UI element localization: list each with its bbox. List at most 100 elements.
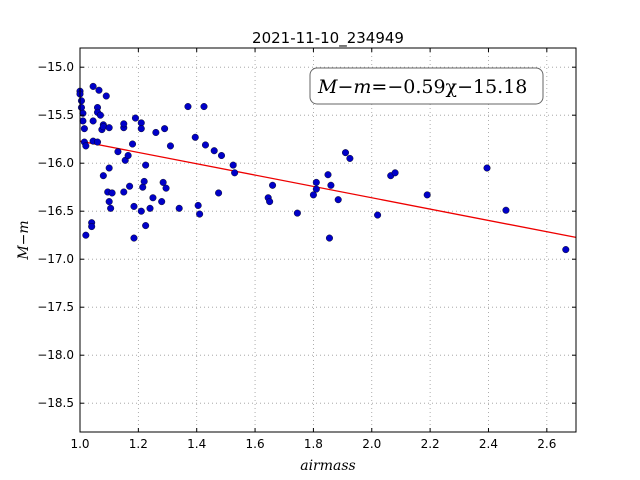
- data-point: [201, 141, 209, 149]
- data-point: [423, 191, 431, 199]
- data-point: [99, 172, 107, 180]
- data-point: [126, 182, 134, 190]
- data-point: [374, 211, 382, 219]
- x-tick-label: 2.6: [537, 437, 556, 451]
- data-point: [89, 82, 97, 90]
- data-point: [105, 198, 113, 206]
- data-point: [215, 189, 223, 197]
- data-point: [159, 178, 167, 186]
- data-point: [342, 149, 350, 157]
- y-tick-label: −17.0: [37, 252, 74, 266]
- fit-equation-annotation: M−m=−0.59χ−15.18: [309, 67, 544, 105]
- data-point: [105, 124, 113, 132]
- data-point: [231, 169, 239, 177]
- x-tick-label: 1.0: [70, 437, 89, 451]
- data-point: [200, 103, 208, 111]
- annotation-rhs: =−0.59χ−15.18: [371, 76, 527, 98]
- data-point: [137, 125, 145, 133]
- data-point: [80, 125, 88, 133]
- data-point: [120, 120, 128, 128]
- x-tick-label: 2.2: [421, 437, 440, 451]
- data-point: [79, 117, 87, 125]
- data-point: [114, 148, 122, 156]
- data-point: [94, 138, 102, 146]
- data-point: [146, 204, 154, 212]
- data-point: [142, 161, 150, 169]
- data-point: [82, 231, 90, 239]
- data-point: [162, 184, 170, 192]
- x-tick-label: 1.8: [304, 437, 323, 451]
- data-point: [108, 189, 116, 197]
- data-point: [194, 201, 202, 209]
- annotation-box: [309, 67, 544, 105]
- x-tick-label: 1.6: [246, 437, 265, 451]
- x-axis-label: airmass: [300, 458, 356, 474]
- data-point: [96, 111, 104, 119]
- data-point: [562, 246, 570, 254]
- chart-title: 2021-11-10_234949: [252, 29, 404, 48]
- data-point: [124, 152, 132, 160]
- y-tick-label: −18.5: [37, 396, 74, 410]
- data-point: [327, 181, 335, 189]
- x-tick-label: 1.4: [187, 437, 206, 451]
- data-point: [166, 142, 174, 150]
- data-point: [99, 123, 107, 131]
- data-point: [130, 234, 138, 242]
- fit-line: [79, 140, 577, 239]
- svg-text:M−m=−0.59χ−15.18: M−m=−0.59χ−15.18: [317, 76, 527, 98]
- y-tick-label: −16.5: [37, 204, 74, 218]
- data-point: [158, 198, 166, 206]
- data-point: [95, 86, 103, 94]
- data-point: [391, 169, 399, 177]
- data-point: [325, 234, 333, 242]
- x-tick-label: 2.4: [479, 437, 498, 451]
- data-point: [107, 204, 115, 212]
- data-point: [312, 178, 320, 186]
- y-axis-label: M−m: [16, 220, 32, 260]
- data-point: [131, 114, 139, 122]
- y-tick-label: −17.5: [37, 300, 74, 314]
- x-tick-label: 1.2: [129, 437, 148, 451]
- data-point: [89, 117, 97, 125]
- y-axis: −15.0 −15.5 −16.0 −16.5 −17.0 −17.5 −18.0 −18.5: [37, 60, 576, 410]
- x-tick-label: 2.0: [362, 437, 381, 451]
- data-point: [102, 92, 110, 100]
- data-point: [130, 202, 138, 210]
- data-points: [76, 82, 570, 254]
- fit-line-group: [79, 140, 577, 239]
- data-point: [137, 207, 145, 215]
- data-point: [175, 204, 183, 212]
- plot-frame: [79, 47, 577, 433]
- data-point: [191, 133, 199, 141]
- y-tick-label: −16.0: [37, 156, 74, 170]
- data-point: [210, 147, 218, 155]
- y-tick-label: −18.0: [37, 348, 74, 362]
- data-point: [269, 181, 277, 189]
- data-point: [152, 128, 160, 136]
- data-point: [129, 140, 137, 148]
- data-point: [334, 196, 342, 204]
- data-point: [161, 125, 169, 133]
- data-point: [120, 188, 128, 196]
- data-point: [149, 194, 157, 202]
- data-point: [502, 206, 510, 214]
- data-point: [142, 222, 150, 230]
- data-point: [309, 191, 317, 199]
- data-point: [77, 97, 85, 105]
- data-point: [218, 152, 226, 160]
- data-point: [293, 209, 301, 217]
- data-point: [483, 164, 491, 172]
- annotation-lhs: M−m: [317, 76, 371, 98]
- data-point: [105, 164, 113, 172]
- grid: [79, 48, 576, 432]
- data-point: [346, 154, 354, 162]
- data-point: [77, 104, 85, 112]
- data-point: [139, 183, 147, 191]
- data-point: [229, 161, 237, 169]
- y-tick-label: −15.5: [37, 108, 74, 122]
- data-point: [88, 223, 96, 231]
- data-point: [324, 171, 332, 179]
- data-point: [82, 142, 90, 150]
- y-tick-label: −15.0: [37, 60, 74, 74]
